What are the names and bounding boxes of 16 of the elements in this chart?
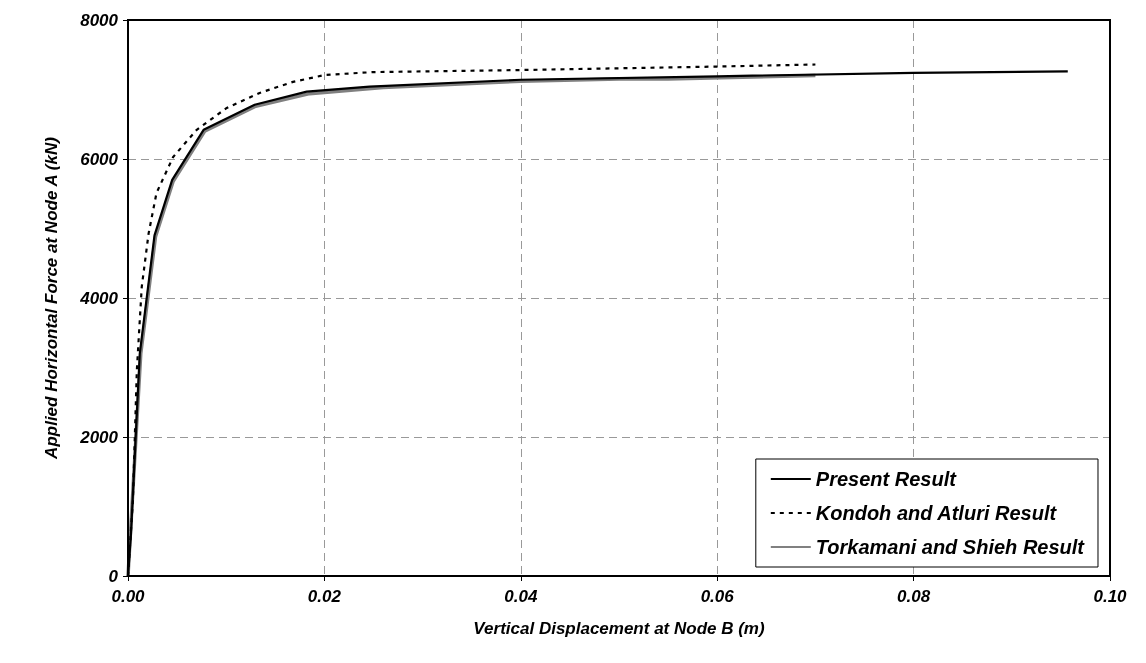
y-axis-title: Applied Horizontal Force at Node A (kN) xyxy=(42,136,61,460)
x-tick-label: 0.10 xyxy=(1093,587,1128,606)
x-axis-title: Vertical Displacement at Node B (m) xyxy=(473,619,765,638)
y-tick-label: 2000 xyxy=(79,427,119,447)
x-tick-label: 0.02 xyxy=(307,587,342,606)
legend-label: Kondoh and Atluri Result xyxy=(815,502,1058,524)
x-tick-label: 0.06 xyxy=(700,587,735,606)
y-tick-label: 8000 xyxy=(80,10,119,30)
legend-label: Present Result xyxy=(815,468,958,490)
y-tick-label: 4000 xyxy=(79,288,119,308)
y-tick-label: 6000 xyxy=(80,149,119,169)
x-tick-label: 0.04 xyxy=(504,587,538,606)
y-tick-label: 0 xyxy=(108,566,119,586)
legend-label: Torkamani and Shieh Result xyxy=(815,536,1086,558)
x-tick-label: 0.08 xyxy=(897,587,931,606)
x-tick-label: 0.00 xyxy=(111,587,146,606)
